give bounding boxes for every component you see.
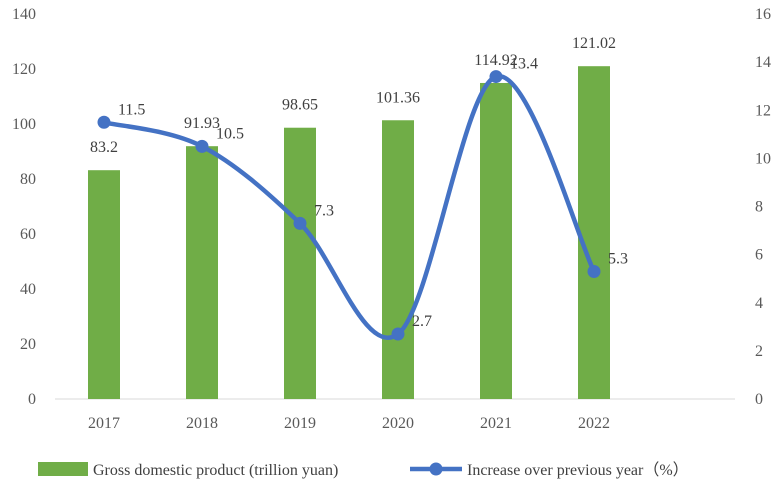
x-tick-label: 2020 xyxy=(382,415,414,432)
line-data-label: 11.5 xyxy=(118,101,145,118)
growth-point xyxy=(97,115,111,129)
y-right-tick-label: 8 xyxy=(755,199,763,216)
growth-point xyxy=(391,327,405,341)
legend-swatch-gdp xyxy=(38,462,88,476)
x-tick-label: 2021 xyxy=(480,415,512,432)
legend-marker-growth xyxy=(429,462,443,476)
growth-point xyxy=(293,216,307,230)
y-left-tick-label: 40 xyxy=(20,281,36,298)
bar-data-label: 121.02 xyxy=(572,35,616,52)
bar-data-label: 101.36 xyxy=(376,89,420,106)
bar-data-label: 114.92 xyxy=(474,52,517,69)
legend-label-gdp: Gross domestic product (trillion yuan) xyxy=(93,462,338,479)
line-series xyxy=(97,70,601,341)
y-right-tick-label: 4 xyxy=(755,295,763,312)
bar-data-label: 98.65 xyxy=(282,97,318,114)
line-data-label: 2.7 xyxy=(412,313,432,330)
y-left-tick-label: 20 xyxy=(20,336,36,353)
y-right-tick-label: 6 xyxy=(755,247,763,264)
y-left-tick-label: 120 xyxy=(12,61,36,78)
growth-point xyxy=(195,139,209,153)
growth-point xyxy=(587,264,601,278)
bar-gdp xyxy=(186,146,218,399)
x-tick-label: 2022 xyxy=(578,415,610,432)
line-data-label: 5.3 xyxy=(608,250,628,267)
y-right-tick-label: 0 xyxy=(755,391,763,408)
bar-gdp xyxy=(284,127,316,400)
x-tick-label: 2017 xyxy=(88,415,120,432)
data-labels: 83.2 91.93 98.65 101.36 114.92 121.02 11.5 10.5… xyxy=(90,35,628,330)
line-data-label: 7.3 xyxy=(314,202,334,219)
growth-point xyxy=(489,70,503,84)
bar-gdp xyxy=(480,82,512,399)
bar-data-label: 83.2 xyxy=(90,139,118,156)
axes: 0 20 40 60 80 100 120 140 0 2 4 6 8 10 12 14 16 2017 2018 2… xyxy=(12,6,771,432)
bar-series xyxy=(88,66,610,400)
y-right-tick-label: 14 xyxy=(755,54,771,71)
growth-line xyxy=(101,74,597,340)
bar-data-label: 91.93 xyxy=(184,115,220,132)
y-left-tick-label: 0 xyxy=(28,391,36,408)
line-data-label: 10.5 xyxy=(216,125,244,142)
y-left-tick-label: 100 xyxy=(12,116,36,133)
y-left-tick-label: 60 xyxy=(20,226,36,243)
y-right-tick-label: 12 xyxy=(755,102,771,119)
x-tick-label: 2019 xyxy=(284,415,316,432)
line-data-label: 13.4 xyxy=(510,56,538,73)
y-left-tick-label: 80 xyxy=(20,171,36,188)
bar-gdp xyxy=(578,66,610,399)
x-tick-label: 2018 xyxy=(186,415,218,432)
y-right-tick-label: 10 xyxy=(755,150,771,167)
bar-gdp xyxy=(382,120,414,399)
legend: Gross domestic product (trillion yuan) In… xyxy=(38,461,689,479)
bar-gdp xyxy=(88,170,120,399)
y-right-tick-label: 2 xyxy=(755,343,763,360)
y-left-tick-label: 140 xyxy=(12,6,36,23)
y-right-tick-label: 16 xyxy=(755,6,771,23)
legend-label-growth: Increase over previous year（%） xyxy=(467,461,689,479)
